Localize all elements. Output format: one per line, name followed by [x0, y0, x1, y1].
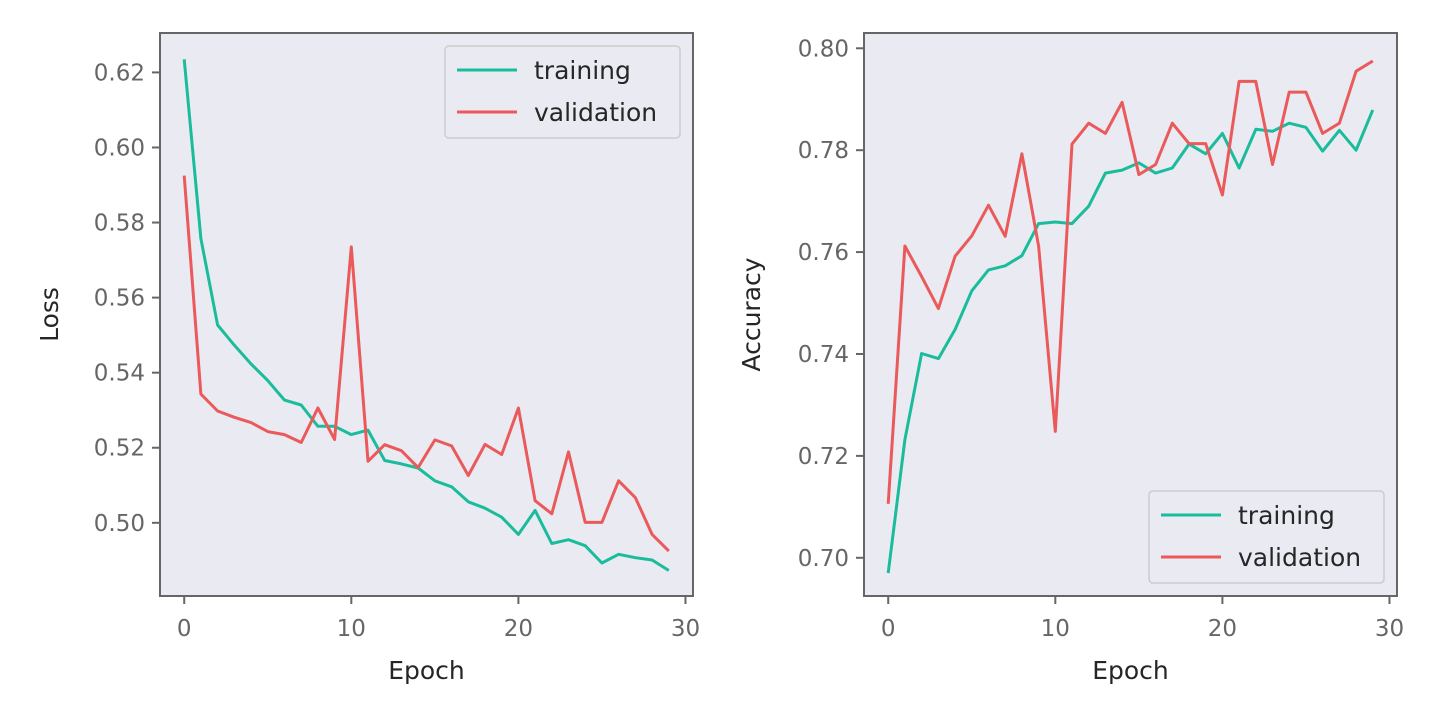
y-axis-label: Accuracy [737, 257, 766, 371]
y-tick-label: 0.50 [94, 511, 145, 537]
y-tick-label: 0.72 [798, 444, 849, 470]
x-tick-label: 10 [1041, 616, 1070, 642]
x-axis-label: Epoch [1092, 656, 1169, 685]
y-tick-label: 0.62 [94, 60, 145, 86]
y-tick-label: 0.54 [94, 361, 145, 387]
plot-frame [159, 32, 694, 597]
y-tick-label: 0.58 [94, 211, 145, 237]
plot-frame [863, 32, 1398, 597]
loss-chart: 0 10 20 30 0.50 0.52 0.54 0.56 0.58 0.60 0.62 Epoch… [35, 32, 700, 685]
y-tick-label: 0.70 [798, 546, 849, 572]
y-tick-label: 0.76 [798, 240, 849, 266]
x-tick-label: 0 [177, 616, 192, 642]
series-line-training [182, 59, 670, 572]
legend-label-validation: validation [534, 98, 657, 127]
y-tick-label: 0.56 [94, 286, 145, 312]
accuracy-chart: 0 10 20 30 0.70 0.72 0.74 0.76 0.78 0.80 Epoch Accu… [737, 32, 1404, 685]
y-tick-label: 0.52 [94, 436, 145, 462]
y-tick-label: 0.74 [798, 342, 849, 368]
x-axis-label: Epoch [388, 656, 465, 685]
y-tick-label: 0.78 [798, 138, 849, 164]
y-axis-label: Loss [35, 287, 64, 342]
x-tick-label: 0 [881, 616, 896, 642]
legend-label-training: training [1238, 501, 1335, 530]
x-tick-label: 30 [1375, 616, 1404, 642]
x-tick-label: 10 [337, 616, 366, 642]
legend: training validation [444, 45, 681, 139]
y-tick-label: 0.80 [798, 36, 849, 62]
x-tick-label: 20 [504, 616, 533, 642]
series-line-training [886, 109, 1375, 574]
x-tick-label: 20 [1208, 616, 1237, 642]
legend-label-validation: validation [1238, 543, 1361, 572]
legend: training validation [1148, 490, 1385, 584]
series-line-validation [886, 59, 1374, 504]
x-tick-label: 30 [671, 616, 700, 642]
series-line-validation [182, 175, 670, 553]
legend-label-training: training [534, 56, 631, 85]
y-tick-label: 0.60 [94, 135, 145, 161]
